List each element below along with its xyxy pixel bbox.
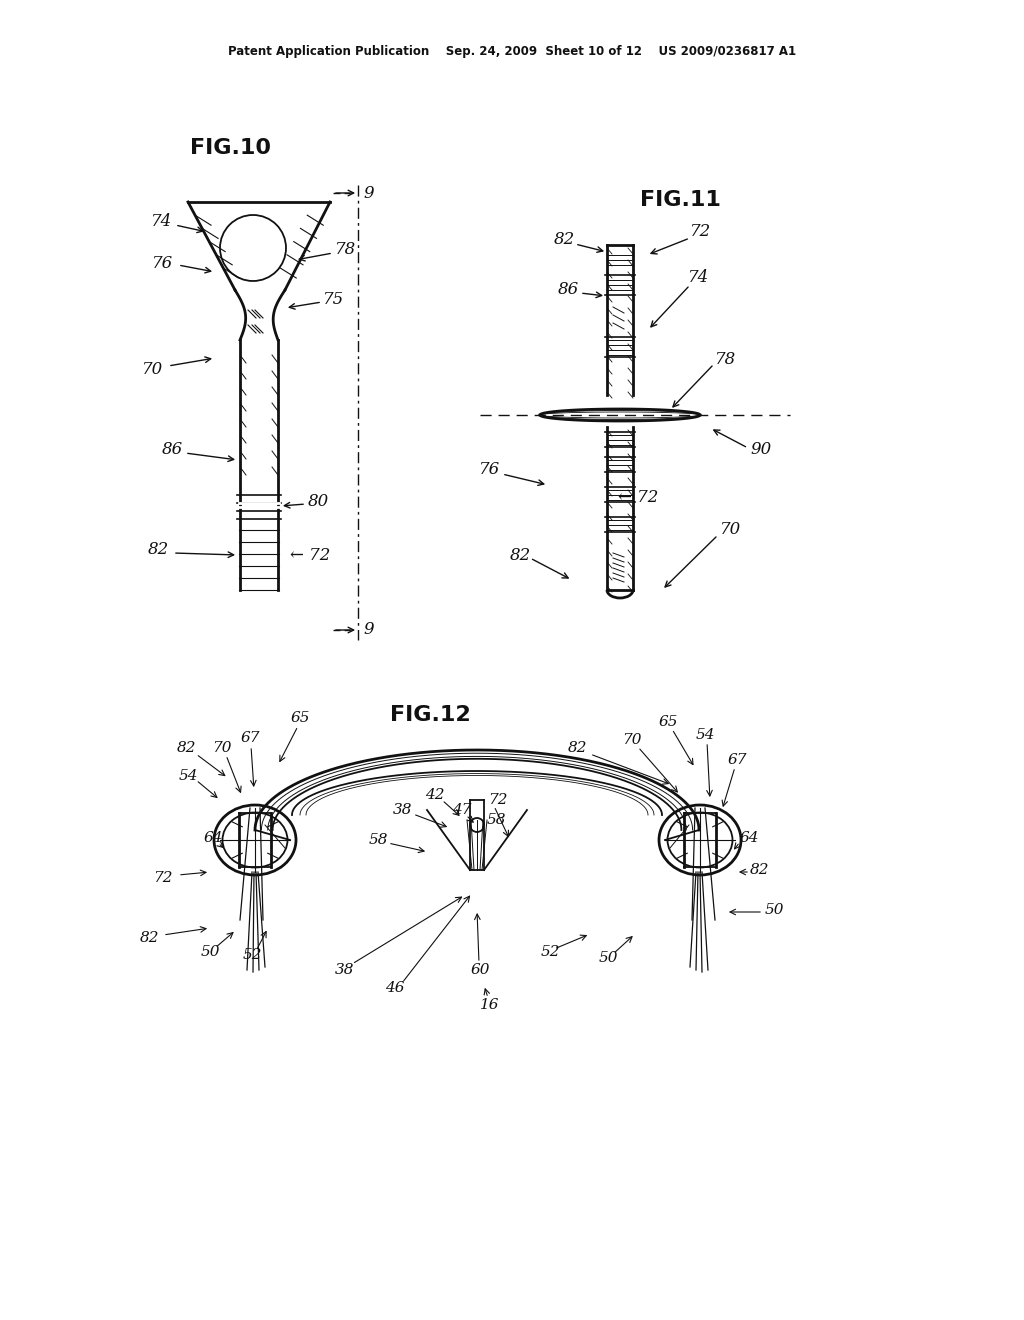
Text: 47: 47 — [453, 803, 472, 817]
Text: 80: 80 — [308, 494, 330, 511]
Text: 78: 78 — [715, 351, 736, 368]
Text: 75: 75 — [323, 292, 344, 309]
Text: 58: 58 — [369, 833, 388, 847]
Text: 16: 16 — [480, 998, 500, 1012]
Text: 54: 54 — [695, 729, 715, 742]
Text: FIG.11: FIG.11 — [640, 190, 721, 210]
Text: 9: 9 — [362, 185, 374, 202]
Text: 52: 52 — [541, 945, 560, 960]
Text: 82: 82 — [177, 741, 197, 755]
Text: 72: 72 — [690, 223, 712, 240]
Text: 82: 82 — [147, 541, 169, 558]
Text: 74: 74 — [152, 214, 173, 231]
Text: 86: 86 — [162, 441, 182, 458]
Text: 82: 82 — [750, 863, 769, 876]
Text: FIG.10: FIG.10 — [189, 139, 270, 158]
Text: 70: 70 — [720, 521, 741, 539]
Text: 38: 38 — [335, 964, 354, 977]
Text: 64: 64 — [203, 832, 223, 845]
Text: 72: 72 — [154, 871, 173, 884]
Text: 50: 50 — [201, 945, 220, 960]
Text: 38: 38 — [393, 803, 413, 817]
Text: 76: 76 — [479, 462, 501, 479]
Text: ← 72: ← 72 — [290, 546, 331, 564]
Text: 50: 50 — [598, 950, 617, 965]
Text: 90: 90 — [750, 441, 771, 458]
Text: 50: 50 — [765, 903, 784, 917]
Text: 74: 74 — [688, 269, 710, 286]
Text: 9: 9 — [362, 622, 374, 639]
Text: 58: 58 — [487, 813, 507, 828]
Text: 72: 72 — [488, 793, 508, 807]
Text: Patent Application Publication    Sep. 24, 2009  Sheet 10 of 12    US 2009/02368: Patent Application Publication Sep. 24, … — [228, 45, 796, 58]
Text: 67: 67 — [727, 752, 746, 767]
Text: 65: 65 — [658, 715, 678, 729]
Text: 54: 54 — [178, 770, 198, 783]
Text: 70: 70 — [142, 362, 164, 379]
Text: 76: 76 — [153, 255, 174, 272]
Text: 46: 46 — [385, 981, 404, 995]
Text: 70: 70 — [623, 733, 642, 747]
Text: 70: 70 — [212, 741, 231, 755]
Text: 82: 82 — [140, 931, 160, 945]
Text: 52: 52 — [243, 948, 262, 962]
Text: 42: 42 — [425, 788, 444, 803]
Text: 82: 82 — [509, 546, 530, 564]
Text: 86: 86 — [557, 281, 579, 298]
Text: 64: 64 — [740, 832, 760, 845]
Text: 78: 78 — [335, 242, 356, 259]
Text: 82: 82 — [568, 741, 588, 755]
Text: FIG.12: FIG.12 — [389, 705, 470, 725]
Text: 67: 67 — [241, 731, 260, 744]
Text: ← 72: ← 72 — [618, 490, 658, 507]
Text: 82: 82 — [553, 231, 574, 248]
Text: 60: 60 — [470, 964, 489, 977]
Text: 65: 65 — [290, 711, 309, 725]
